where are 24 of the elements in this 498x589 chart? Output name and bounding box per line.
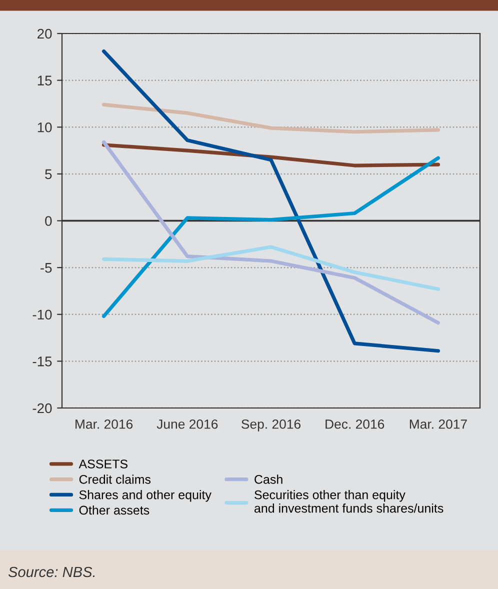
line-series xyxy=(102,245,440,291)
x-tick-label: June 2016 xyxy=(156,419,218,429)
y-tick-label: 20 xyxy=(38,28,52,39)
y-tick-label: 0 xyxy=(45,216,52,226)
legend-label: Cash xyxy=(254,474,282,484)
source-note: Source: NBS. xyxy=(8,566,95,578)
y-tick-label: -20 xyxy=(32,403,52,414)
x-tick-label: Sep. 2016 xyxy=(242,419,301,432)
legend-label: Securities other than equity and investment funds shares/units xyxy=(254,490,444,513)
y-tick-label: -5 xyxy=(40,263,52,273)
legend-label: ASSETS xyxy=(78,460,128,468)
legend-label: Credit claims xyxy=(79,474,151,484)
x-tick-label: Mar. 2017 xyxy=(410,419,467,429)
y-tick-label: -15 xyxy=(32,356,52,366)
y-tick-label: -10 xyxy=(32,310,52,320)
line-series xyxy=(102,49,440,353)
y-tick-label: 10 xyxy=(38,122,52,132)
y-tick-label: 5 xyxy=(45,169,52,180)
legend-label: Shares and other equity xyxy=(79,490,212,502)
x-tick-label: Dec. 2016 xyxy=(326,419,384,429)
legend-label: Other assets xyxy=(79,505,150,515)
y-tick-label: 15 xyxy=(38,76,52,86)
x-tick-label: Mar. 2016 xyxy=(76,419,133,429)
line-series xyxy=(102,102,440,134)
